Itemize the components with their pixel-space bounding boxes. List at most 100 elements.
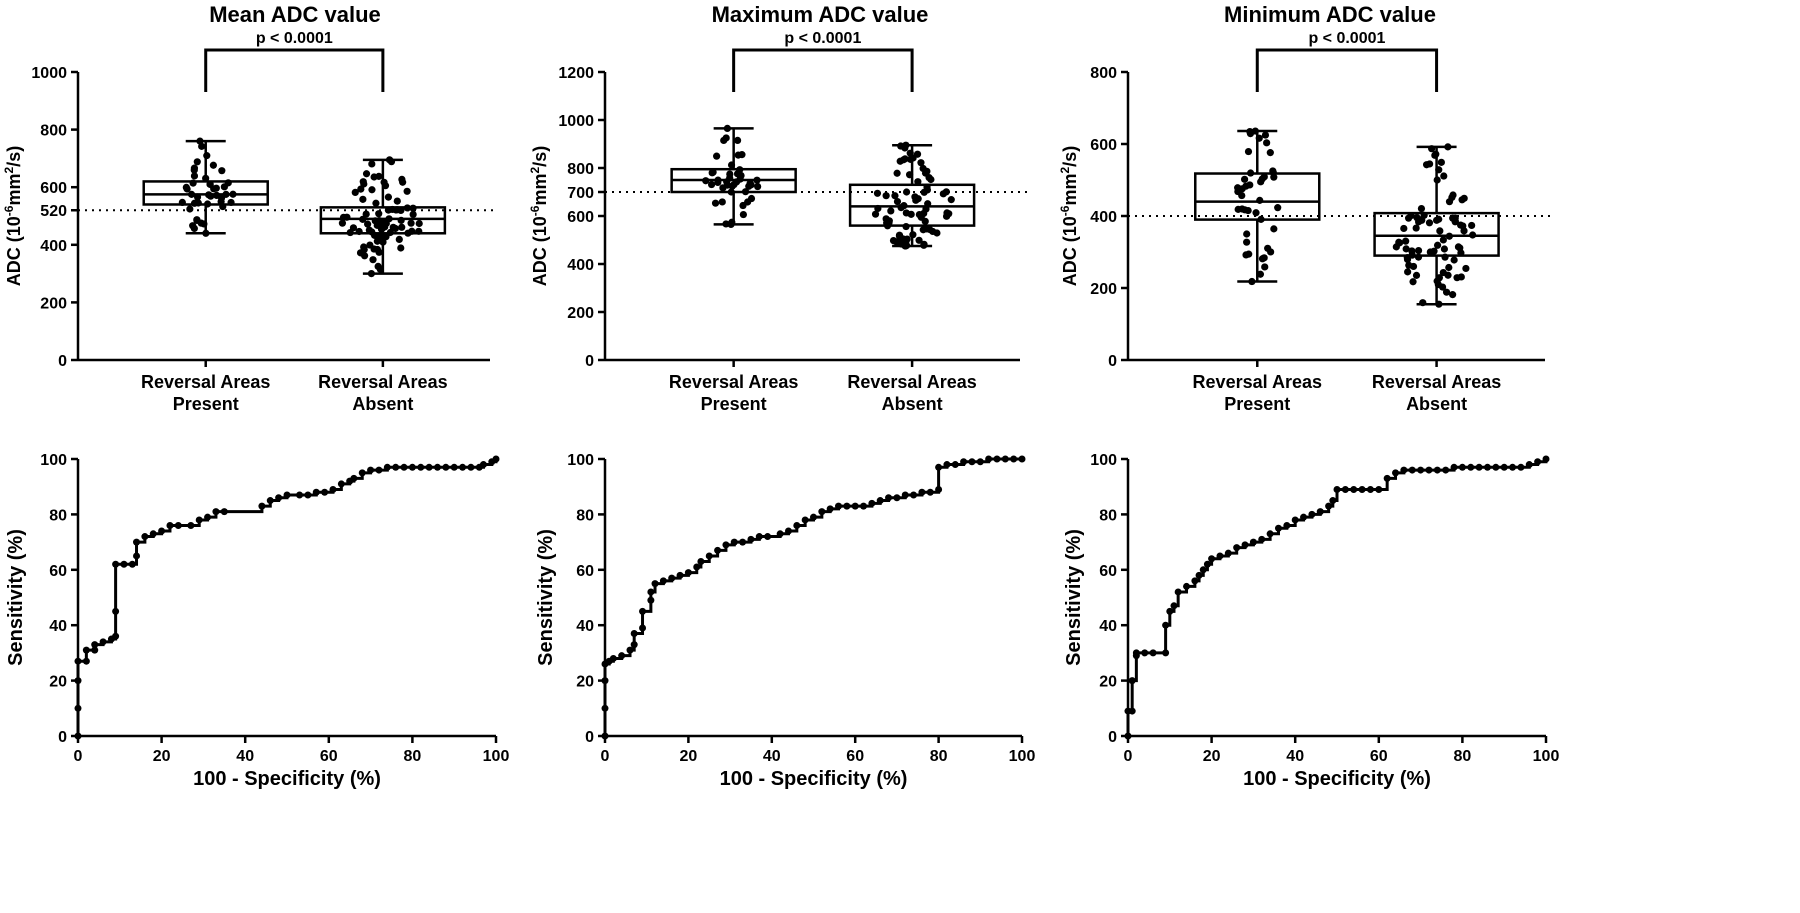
y-tick-label: 600 bbox=[567, 209, 594, 226]
data-point bbox=[900, 202, 908, 210]
roc-point bbox=[337, 480, 345, 488]
roc-point bbox=[818, 508, 826, 516]
data-point bbox=[728, 218, 736, 226]
data-point bbox=[893, 197, 902, 206]
roc-point bbox=[74, 732, 82, 740]
data-point bbox=[947, 196, 955, 204]
data-point bbox=[190, 172, 199, 180]
roc-point bbox=[810, 513, 817, 521]
roc-point bbox=[1149, 649, 1157, 657]
data-point bbox=[893, 238, 901, 246]
roc-point bbox=[1283, 521, 1291, 529]
data-point bbox=[1412, 271, 1421, 279]
data-point bbox=[901, 240, 909, 248]
y-tick-label: 600 bbox=[40, 180, 67, 197]
y-tick-label: 0 bbox=[1108, 729, 1117, 746]
data-point bbox=[885, 217, 893, 225]
data-point bbox=[364, 220, 372, 228]
roc-point bbox=[1483, 463, 1491, 471]
data-point bbox=[1435, 300, 1443, 308]
roc-point bbox=[133, 552, 141, 560]
y-tick-label: 0 bbox=[585, 729, 594, 746]
roc-point bbox=[697, 557, 705, 565]
data-point bbox=[407, 219, 415, 227]
y-tick-label: 60 bbox=[49, 563, 67, 580]
roc-point bbox=[479, 461, 487, 469]
panel-title: Maximum ADC value bbox=[712, 2, 929, 27]
roc-point bbox=[1249, 538, 1257, 546]
data-point bbox=[733, 136, 742, 144]
data-point bbox=[384, 193, 392, 201]
data-point bbox=[1419, 299, 1427, 307]
data-point bbox=[923, 167, 931, 175]
roc-point bbox=[659, 577, 667, 585]
data-point bbox=[919, 226, 927, 234]
data-point bbox=[1242, 251, 1250, 259]
roc-point bbox=[1467, 463, 1475, 471]
data-point bbox=[415, 227, 423, 235]
data-point bbox=[1263, 139, 1271, 147]
significance-bracket bbox=[204, 48, 385, 92]
data-point bbox=[719, 184, 727, 192]
box-iqr bbox=[1373, 211, 1500, 257]
data-point bbox=[194, 199, 202, 207]
data-point bbox=[1462, 264, 1470, 273]
roc-point bbox=[618, 652, 626, 660]
roc-point bbox=[843, 502, 851, 510]
roc-point bbox=[195, 516, 203, 524]
roc-point bbox=[1425, 466, 1433, 474]
y-tick-label: 1200 bbox=[558, 65, 594, 82]
data-point bbox=[912, 196, 920, 204]
data-point bbox=[182, 183, 190, 191]
roc-point bbox=[329, 485, 337, 493]
x-tick-label: 100 bbox=[483, 748, 510, 765]
data-point bbox=[1404, 268, 1412, 276]
x-tick-label: 100 bbox=[1533, 748, 1560, 765]
data-point bbox=[730, 180, 738, 189]
data-point bbox=[1439, 268, 1447, 277]
roc-point bbox=[266, 497, 274, 505]
roc-curve bbox=[76, 459, 498, 736]
x-tick-label: 80 bbox=[1454, 748, 1472, 765]
data-point bbox=[1459, 222, 1467, 230]
data-point bbox=[1269, 169, 1277, 177]
roc-point bbox=[609, 654, 617, 662]
roc-point bbox=[74, 677, 82, 685]
y-tick-label: 0 bbox=[58, 729, 67, 746]
data-point bbox=[1435, 166, 1443, 174]
roc-point bbox=[1308, 510, 1316, 518]
roc-point bbox=[82, 657, 90, 665]
data-point bbox=[368, 160, 376, 168]
significance-bracket bbox=[732, 48, 914, 92]
y-axis-label: ADC (10-6mm2/s) bbox=[2, 146, 24, 286]
data-point bbox=[365, 226, 373, 234]
category-label-line2: Absent bbox=[882, 394, 943, 414]
data-point bbox=[217, 197, 225, 206]
roc-point bbox=[1450, 463, 1458, 471]
data-point bbox=[187, 190, 196, 198]
data-point bbox=[359, 195, 367, 203]
roc-point bbox=[630, 641, 638, 649]
x-tick-label: 40 bbox=[236, 748, 254, 765]
data-point bbox=[387, 158, 396, 166]
roc-point bbox=[187, 521, 195, 529]
data-point bbox=[1256, 270, 1265, 278]
category-label-line1: Reversal Areas bbox=[1372, 372, 1501, 392]
roc-point bbox=[1333, 485, 1341, 493]
y-tick-label: 60 bbox=[1099, 563, 1117, 580]
data-point bbox=[1441, 253, 1449, 261]
roc-point bbox=[1018, 455, 1026, 463]
data-point bbox=[375, 172, 383, 180]
roc-point bbox=[868, 499, 876, 507]
data-point bbox=[189, 179, 197, 187]
roc-point bbox=[1291, 516, 1299, 524]
y-axis-label: Sensitivity (%) bbox=[5, 529, 27, 666]
data-point bbox=[902, 188, 911, 196]
y-tick-label: 100 bbox=[40, 452, 67, 469]
roc-point bbox=[1001, 455, 1009, 463]
panel-title: Mean ADC value bbox=[209, 2, 381, 27]
roc-point bbox=[784, 527, 792, 535]
roc-point bbox=[1183, 582, 1191, 590]
data-point bbox=[901, 155, 909, 163]
x-tick-label: 20 bbox=[1203, 748, 1221, 765]
